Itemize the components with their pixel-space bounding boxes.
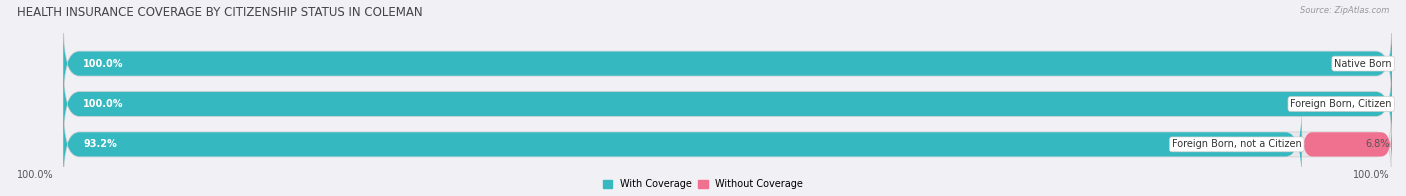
FancyBboxPatch shape	[63, 68, 1392, 140]
FancyBboxPatch shape	[63, 108, 1392, 181]
Text: 93.2%: 93.2%	[83, 139, 117, 149]
FancyBboxPatch shape	[63, 68, 1392, 140]
FancyBboxPatch shape	[63, 27, 1392, 100]
Text: 100.0%: 100.0%	[17, 170, 53, 180]
FancyBboxPatch shape	[63, 27, 1392, 100]
FancyBboxPatch shape	[63, 27, 1392, 100]
FancyBboxPatch shape	[63, 108, 1392, 181]
Legend: With Coverage, Without Coverage: With Coverage, Without Coverage	[603, 179, 803, 189]
Text: Native Born: Native Born	[1334, 59, 1392, 69]
FancyBboxPatch shape	[1302, 124, 1392, 165]
Text: Foreign Born, not a Citizen: Foreign Born, not a Citizen	[1171, 139, 1302, 149]
Text: 0.0%: 0.0%	[1365, 99, 1389, 109]
Text: HEALTH INSURANCE COVERAGE BY CITIZENSHIP STATUS IN COLEMAN: HEALTH INSURANCE COVERAGE BY CITIZENSHIP…	[17, 6, 422, 19]
Text: 6.8%: 6.8%	[1365, 139, 1389, 149]
Text: 0.0%: 0.0%	[1365, 59, 1389, 69]
Text: Foreign Born, Citizen: Foreign Born, Citizen	[1291, 99, 1392, 109]
Text: 100.0%: 100.0%	[83, 59, 124, 69]
Text: 100.0%: 100.0%	[1353, 170, 1389, 180]
FancyBboxPatch shape	[63, 68, 1392, 140]
FancyBboxPatch shape	[63, 108, 1302, 181]
Text: Source: ZipAtlas.com: Source: ZipAtlas.com	[1299, 6, 1389, 15]
Text: 100.0%: 100.0%	[83, 99, 124, 109]
